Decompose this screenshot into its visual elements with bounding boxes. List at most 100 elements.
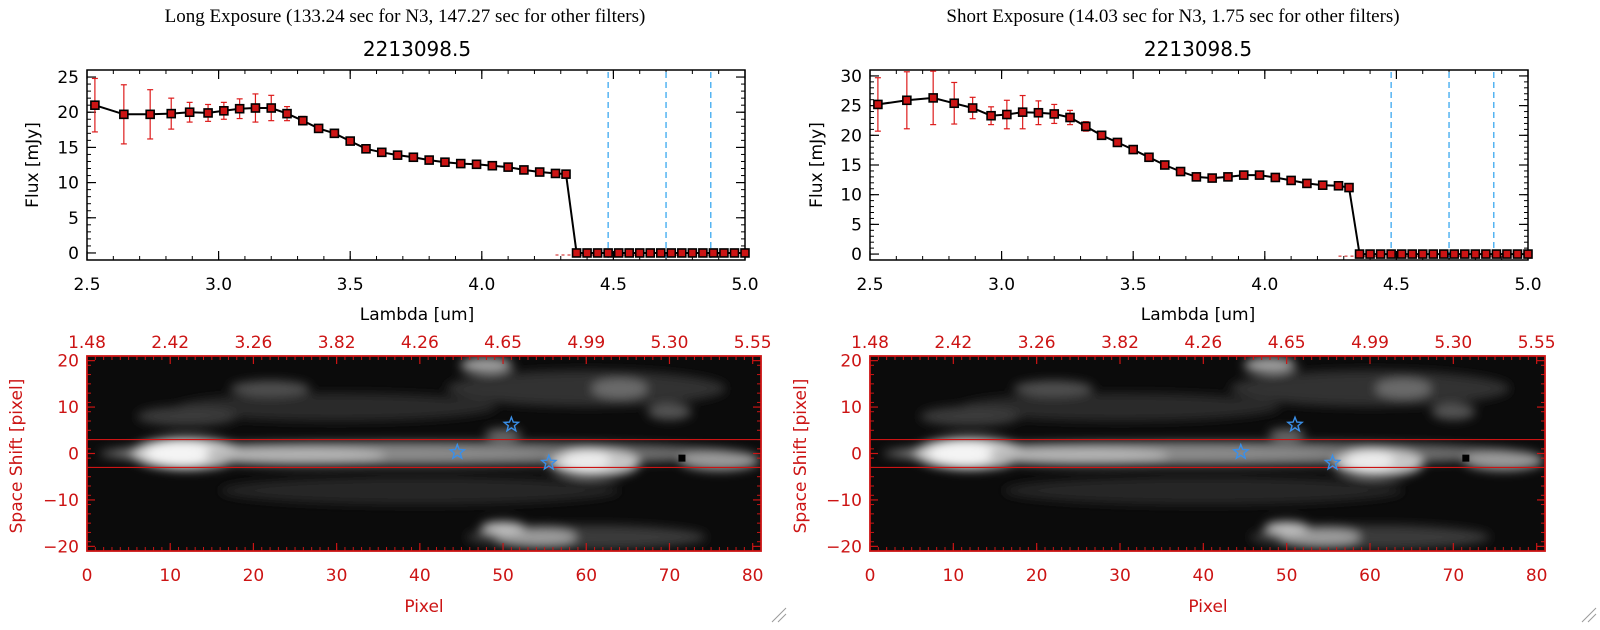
data-point	[219, 106, 229, 116]
data-point	[1344, 182, 1354, 193]
data-point	[471, 159, 482, 170]
x-tick-label: 10	[943, 566, 965, 586]
data-point	[345, 136, 356, 146]
spectrum-ylabel: Flux [mJy]	[807, 122, 827, 208]
spectrum-plot: 2.5 3.0 3.5 4.0 4.5 5.0 0 5 10 15 20 25 30	[840, 67, 1541, 295]
top-tick-label: 2.42	[151, 333, 189, 353]
data-point	[1481, 249, 1491, 259]
data-point	[1254, 170, 1265, 180]
intensity-blob	[960, 393, 1280, 422]
y-tick-label: 20	[57, 352, 79, 372]
spectrum-plot: 2.5 3.0 3.5 4.0 4.5 5.0 0 5 10 15 20 25	[57, 68, 758, 295]
x-tick-label: 30	[326, 566, 348, 586]
star-marker-icon	[1231, 442, 1250, 460]
data-point	[1270, 172, 1281, 183]
x-tick-label: 60	[575, 566, 597, 586]
y-tick-label: 20	[840, 352, 862, 372]
x-tick-label: 2.5	[73, 275, 100, 295]
data-point	[282, 108, 292, 119]
data-point	[266, 103, 277, 113]
image-ylabel: Space Shift [pixel]	[7, 379, 27, 534]
intensity-blob	[205, 446, 386, 465]
top-tick-label: 1.48	[68, 333, 106, 353]
intensity-blob	[1230, 370, 1510, 407]
data-point	[1428, 249, 1439, 259]
image-ylabel: Space Shift [pixel]	[791, 379, 811, 534]
intensity-blob	[485, 428, 522, 441]
data-point	[1065, 112, 1075, 123]
star-marker-icon	[539, 453, 558, 471]
panel-short-exposure: Short Exposure (14.03 sec for N3, 1.75 s…	[791, 6, 1556, 617]
data-point	[1191, 172, 1202, 182]
intensity-blob	[591, 378, 648, 399]
x-tick-label: 4.5	[600, 275, 627, 295]
x-tick-label: 5.0	[731, 275, 758, 295]
data-point	[655, 248, 666, 258]
y-tick-label: 5	[851, 215, 862, 235]
intensity-blob	[1244, 357, 1296, 374]
x-tick-label: 20	[1026, 566, 1048, 586]
x-tick-label: 40	[1193, 566, 1215, 586]
resize-grip-left[interactable]	[771, 607, 787, 623]
x-tick-label: 70	[1443, 566, 1465, 586]
intensity-blob	[1003, 476, 1404, 505]
data-point	[1128, 144, 1138, 155]
data-point	[166, 108, 177, 119]
data-point	[624, 248, 634, 258]
y-tick-label: 15	[57, 138, 79, 158]
data-point	[582, 248, 592, 258]
top-tick-label: 2.42	[934, 333, 972, 353]
data-point	[145, 109, 155, 120]
data-point	[550, 168, 561, 179]
y-tick-label: 10	[57, 174, 79, 194]
x-tick-label: 5.0	[1514, 275, 1541, 295]
x-tick-label: 30	[1109, 566, 1131, 586]
x-tick-label: 50	[492, 566, 514, 586]
image-blobs	[883, 357, 1544, 550]
intensity-blob	[146, 441, 211, 466]
x-tick-label: 3.5	[337, 275, 364, 295]
resize-grip-right[interactable]	[1581, 607, 1597, 623]
intensity-blob	[988, 446, 1169, 465]
image-xlabel: Pixel	[404, 597, 443, 617]
y-tick-label: 10	[57, 398, 79, 418]
x-tick-label: 3.0	[205, 275, 232, 295]
data-point	[298, 115, 308, 126]
black-marker	[1462, 454, 1470, 462]
x-tick-label: 3.5	[1120, 275, 1147, 295]
top-tick-label: 3.26	[1018, 333, 1056, 353]
data-point	[1081, 121, 1091, 132]
data-point	[1502, 249, 1512, 259]
x-tick-label: 4.5	[1383, 275, 1410, 295]
x-tick-label: 40	[409, 566, 431, 586]
intensity-blob	[136, 406, 237, 427]
data-point	[1396, 249, 1407, 259]
x-tick-label: 2.5	[856, 275, 883, 295]
y-tick-label: 0	[68, 244, 79, 264]
y-tick-label: 25	[57, 68, 79, 88]
data-point	[1096, 130, 1107, 141]
intensity-blob	[562, 450, 611, 471]
intensity-blob	[1463, 450, 1544, 471]
data-point	[967, 103, 978, 113]
star-marker-icon	[1323, 453, 1342, 471]
data-point	[634, 248, 645, 258]
top-tick-label: 4.65	[1268, 333, 1306, 353]
data-point	[1159, 160, 1170, 170]
y-tick-label: 30	[840, 67, 862, 87]
data-point	[250, 103, 261, 113]
panel-title: Long Exposure (133.24 sec for N3, 147.27…	[165, 6, 646, 27]
intensity-blob	[219, 476, 620, 505]
data-point	[698, 248, 708, 258]
top-tick-label: 4.26	[1184, 333, 1222, 353]
x-tick-label: 0	[865, 566, 876, 586]
data-point	[677, 248, 687, 258]
data-point	[719, 248, 729, 258]
panel-title: Short Exposure (14.03 sec for N3, 1.75 s…	[946, 6, 1399, 27]
data-point	[534, 167, 545, 177]
data-point	[1286, 175, 1296, 186]
y-tick-label: 20	[57, 103, 79, 123]
data-point	[645, 248, 656, 258]
data-point	[561, 169, 571, 179]
intensity-blob	[460, 357, 513, 374]
